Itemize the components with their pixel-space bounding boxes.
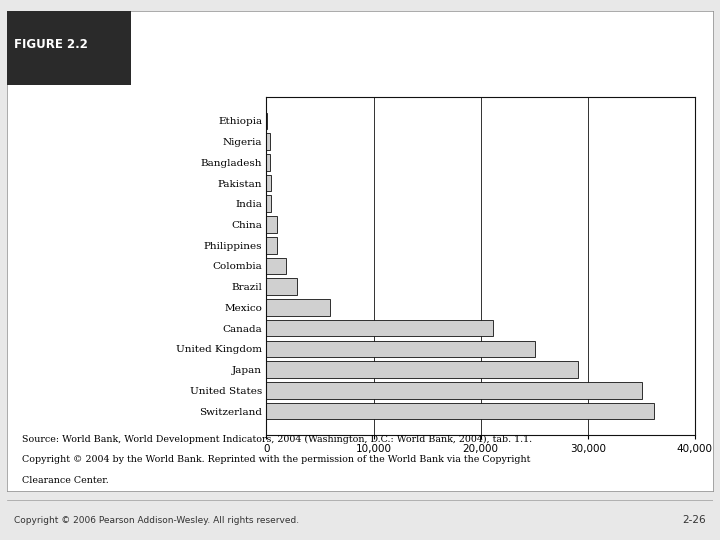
Text: FIGURE 2.2: FIGURE 2.2	[14, 38, 88, 51]
Bar	[266, 279, 297, 295]
Bar	[266, 175, 271, 191]
Bar	[266, 341, 536, 357]
Bar	[266, 112, 267, 129]
Bar	[266, 320, 492, 336]
Bar	[266, 154, 271, 171]
Bar	[266, 133, 269, 150]
Bar	[266, 361, 577, 378]
Bar	[266, 299, 330, 316]
Text: Per Capita Gross National Income in Selected Countries, 2002: Per Capita Gross National Income in Sele…	[138, 23, 572, 36]
Text: Copyright © 2004 by the World Bank. Reprinted with the permission of the World B: Copyright © 2004 by the World Bank. Repr…	[22, 455, 530, 464]
Text: 2-26: 2-26	[682, 515, 706, 525]
Text: (in U.S. $ at official exchange rates): (in U.S. $ at official exchange rates)	[138, 58, 392, 71]
Bar	[266, 237, 277, 253]
Text: Copyright © 2006 Pearson Addison-Wesley. All rights reserved.: Copyright © 2006 Pearson Addison-Wesley.…	[14, 516, 300, 525]
Text: Source: World Bank, World Development Indicators, 2004 (Washington, D.C.: World : Source: World Bank, World Development In…	[22, 435, 532, 444]
Bar	[266, 195, 271, 212]
Text: Clearance Center.: Clearance Center.	[22, 476, 108, 485]
Bar	[266, 258, 286, 274]
Bar	[266, 216, 276, 233]
FancyBboxPatch shape	[7, 11, 130, 85]
Bar	[266, 403, 654, 420]
Bar	[266, 382, 642, 399]
